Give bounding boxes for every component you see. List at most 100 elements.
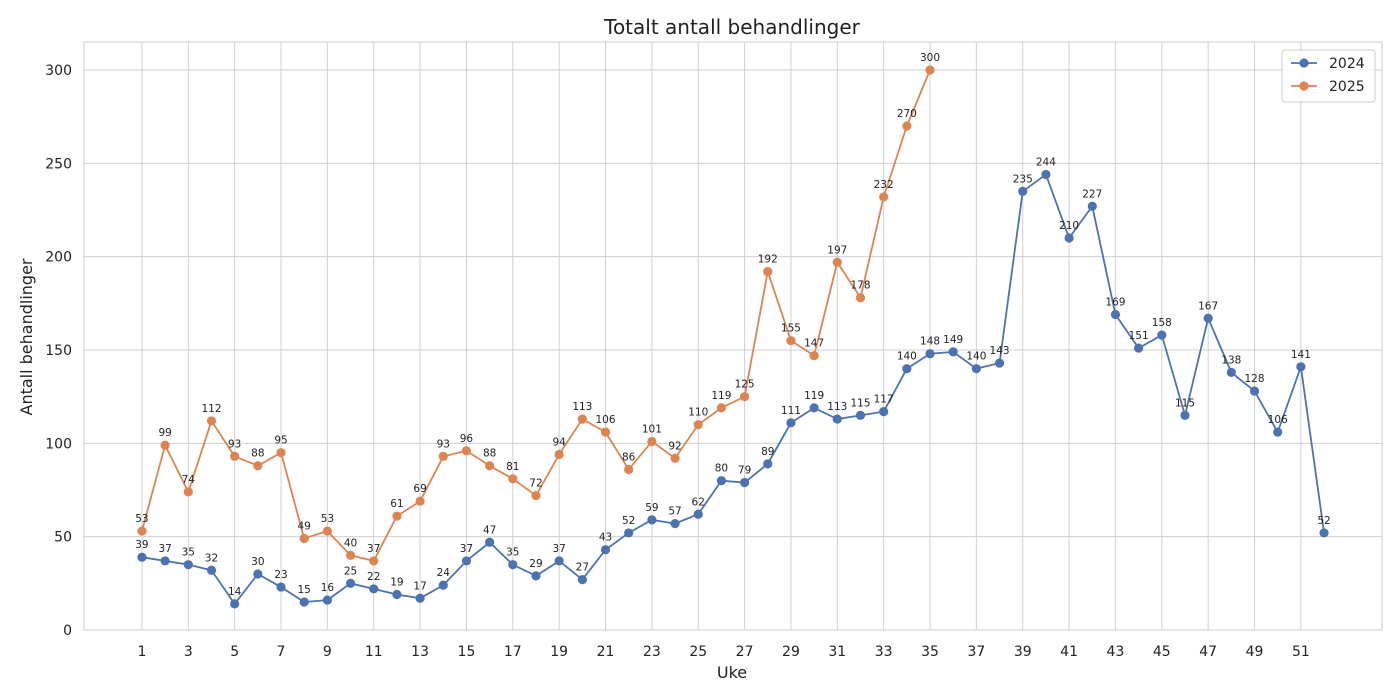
data-label-2024: 29 bbox=[529, 558, 542, 570]
data-label-2024: 22 bbox=[367, 571, 380, 583]
data-point-2024 bbox=[230, 599, 240, 609]
y-tick-label: 0 bbox=[63, 623, 72, 639]
data-label-2025: 53 bbox=[321, 513, 334, 525]
data-label-2024: 89 bbox=[761, 446, 774, 458]
x-tick-label: 31 bbox=[828, 644, 846, 660]
data-label-2024: 140 bbox=[897, 351, 917, 363]
x-tick-label: 9 bbox=[323, 644, 332, 660]
data-label-2024: 115 bbox=[1175, 397, 1195, 409]
data-label-2025: 49 bbox=[298, 521, 311, 533]
data-point-2024 bbox=[1064, 233, 1074, 243]
x-tick-label: 11 bbox=[365, 644, 383, 660]
chart-title: Totalt antall behandlinger bbox=[603, 15, 861, 39]
data-label-2025: 112 bbox=[201, 403, 221, 415]
x-tick-label: 15 bbox=[458, 644, 476, 660]
x-tick-label: 21 bbox=[597, 644, 615, 660]
data-label-2025: 88 bbox=[251, 448, 264, 460]
grid bbox=[84, 42, 1382, 631]
x-tick-label: 25 bbox=[689, 644, 707, 660]
data-label-2025: 110 bbox=[688, 407, 708, 419]
data-point-2024 bbox=[1319, 528, 1329, 538]
data-label-2024: 167 bbox=[1198, 300, 1218, 312]
data-label-2025: 192 bbox=[758, 254, 778, 266]
data-point-2024 bbox=[925, 349, 935, 359]
data-point-2024 bbox=[693, 509, 703, 519]
data-point-2024 bbox=[1203, 313, 1213, 323]
data-point-2025 bbox=[485, 461, 495, 471]
data-label-2024: 23 bbox=[274, 569, 287, 581]
y-tick-label: 200 bbox=[45, 250, 72, 266]
data-point-2025 bbox=[415, 496, 425, 506]
data-point-2024 bbox=[647, 515, 657, 525]
data-point-2024 bbox=[183, 560, 193, 570]
data-label-2024: 117 bbox=[874, 394, 894, 406]
data-point-2024 bbox=[624, 528, 634, 538]
data-point-2025 bbox=[206, 416, 217, 426]
data-label-2025: 92 bbox=[668, 440, 681, 452]
data-label-2024: 43 bbox=[599, 532, 612, 544]
data-point-2024 bbox=[971, 364, 981, 374]
x-tick-label: 35 bbox=[921, 644, 939, 660]
data-point-2025 bbox=[554, 449, 564, 460]
data-point-2025 bbox=[461, 446, 472, 456]
data-labels: 39 37 35 32 14 30 23 15 16 25 22 19 17 24 37 47 35 29 37 27… bbox=[135, 52, 1330, 598]
data-point-2024 bbox=[276, 582, 286, 592]
data-point-2025 bbox=[647, 436, 657, 447]
data-label-2025: 119 bbox=[711, 390, 731, 402]
data-label-2025: 69 bbox=[413, 483, 426, 495]
legend-entry-2024: 2024 bbox=[1329, 56, 1365, 72]
x-tick-label: 39 bbox=[1014, 644, 1032, 660]
data-point-2025 bbox=[624, 464, 634, 475]
data-point-2024 bbox=[369, 584, 379, 594]
data-label-2025: 125 bbox=[735, 379, 755, 391]
data-point-2024 bbox=[137, 552, 147, 562]
data-label-2024: 35 bbox=[182, 547, 195, 559]
data-label-2025: 94 bbox=[552, 437, 566, 449]
x-tick-label: 37 bbox=[967, 644, 985, 660]
data-label-2024: 19 bbox=[390, 577, 403, 589]
data-point-2024 bbox=[879, 407, 889, 417]
data-label-2025: 61 bbox=[390, 498, 403, 510]
data-point-2025 bbox=[369, 556, 379, 566]
data-label-2024: 128 bbox=[1244, 373, 1264, 385]
x-tick-label: 19 bbox=[550, 644, 568, 660]
data-label-2024: 227 bbox=[1082, 188, 1102, 200]
data-point-2024 bbox=[508, 560, 518, 570]
data-point-2024 bbox=[1134, 343, 1144, 353]
data-label-2025: 72 bbox=[529, 478, 542, 490]
x-tick-label: 1 bbox=[137, 644, 146, 660]
data-label-2024: 143 bbox=[990, 345, 1010, 357]
data-label-2024: 79 bbox=[738, 465, 751, 477]
data-point-2025 bbox=[693, 420, 703, 430]
data-point-2025 bbox=[508, 474, 518, 484]
data-point-2025 bbox=[716, 403, 727, 413]
x-tick-label: 43 bbox=[1107, 644, 1125, 660]
data-label-2025: 101 bbox=[642, 423, 662, 435]
legend: 2024 2025 bbox=[1281, 49, 1376, 103]
data-label-2025: 232 bbox=[874, 179, 894, 191]
data-label-2025: 40 bbox=[344, 537, 357, 549]
x-tick-label: 17 bbox=[504, 644, 522, 660]
data-point-2025 bbox=[925, 65, 935, 75]
data-point-2024 bbox=[1110, 309, 1121, 320]
data-point-2024 bbox=[1041, 169, 1051, 180]
data-point-2024 bbox=[392, 589, 402, 600]
data-point-2024 bbox=[253, 569, 263, 579]
data-point-2024 bbox=[670, 519, 680, 529]
data-label-2025: 106 bbox=[595, 414, 615, 426]
data-label-2025: 178 bbox=[850, 280, 870, 292]
data-point-2025 bbox=[739, 392, 750, 402]
data-point-2024 bbox=[1018, 186, 1028, 196]
x-tick-label: 29 bbox=[782, 644, 800, 660]
data-label-2024: 30 bbox=[251, 556, 264, 568]
data-label-2024: 80 bbox=[715, 463, 728, 475]
data-label-2025: 95 bbox=[274, 435, 287, 447]
data-label-2024: 151 bbox=[1129, 330, 1149, 342]
data-label-2024: 32 bbox=[205, 552, 218, 564]
data-point-2025 bbox=[299, 533, 309, 544]
y-axis-label: Antall behandlinger bbox=[17, 258, 36, 415]
data-label-2024: 113 bbox=[827, 401, 847, 413]
data-label-2025: 88 bbox=[483, 448, 496, 460]
data-point-2025 bbox=[786, 336, 796, 346]
data-point-2024 bbox=[1273, 427, 1283, 437]
